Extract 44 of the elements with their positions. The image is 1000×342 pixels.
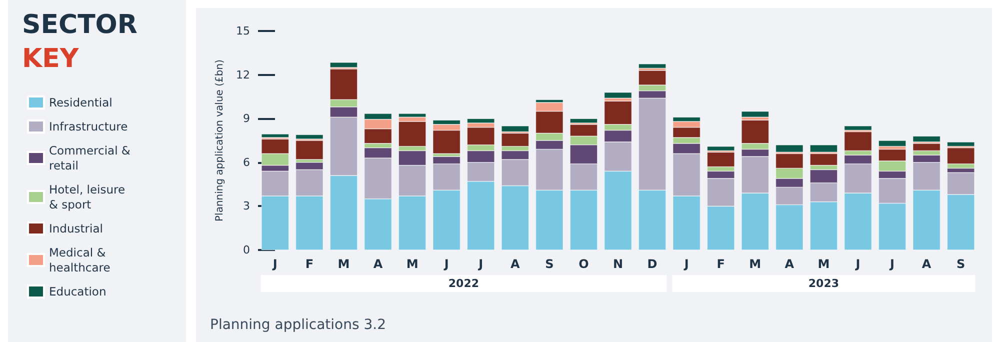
x-tick-label: M [338,257,350,271]
x-tick-label: J [478,257,484,271]
bar [398,113,426,118]
text: 2022 [448,277,480,290]
y-axis-title: Planning application value (£bn) [214,59,226,222]
bar [638,64,666,68]
x-tick-label: J [272,257,278,271]
legend-label: Medical & healthcare [49,246,110,274]
x-tick-label: M [406,257,418,271]
legend-label: Hotel, leisure & sport [49,182,129,212]
legend-label: Education [49,284,106,298]
x-tick-label: J [443,257,449,271]
y-tick-label: 15 [236,24,250,38]
y-tick-label: 12 [236,68,250,82]
x-tick-label: M [818,257,830,271]
x-tick-label: S [956,257,966,271]
y-tick-label: 9 [243,112,250,126]
x-tick-label: J [683,257,689,271]
x-tick-label: J [854,257,860,271]
text: 2023 [808,277,840,290]
bar [741,111,769,118]
bar [604,92,632,98]
x-tick-label: F [716,257,725,271]
x-tick-label: A [784,257,795,271]
legend-title: SECTOR KEY [22,10,138,74]
text: Planning applications 3.2 [210,317,386,333]
x-tick-label: J [889,257,895,271]
x-tick-label: O [578,257,589,271]
y-tick-label: 0 [243,244,250,256]
x-tick-label: A [373,257,384,271]
legend-label: Commercial & retail [49,144,134,172]
x-tick-label: M [749,257,762,271]
bar [878,140,906,146]
x-tick-label: N [612,257,624,271]
legend-label: Industrial [49,222,103,236]
x-tick-label: D [647,257,658,271]
legend-label: Infrastructure [49,120,128,134]
y-tick-label: 6 [243,156,250,169]
y-tick-label: 3 [243,200,250,213]
x-tick-label: A [510,257,520,271]
legend-label: Residential [49,96,112,110]
x-tick-label: S [545,257,554,271]
x-tick-label: F [305,257,314,271]
x-tick-label: A [922,257,932,271]
